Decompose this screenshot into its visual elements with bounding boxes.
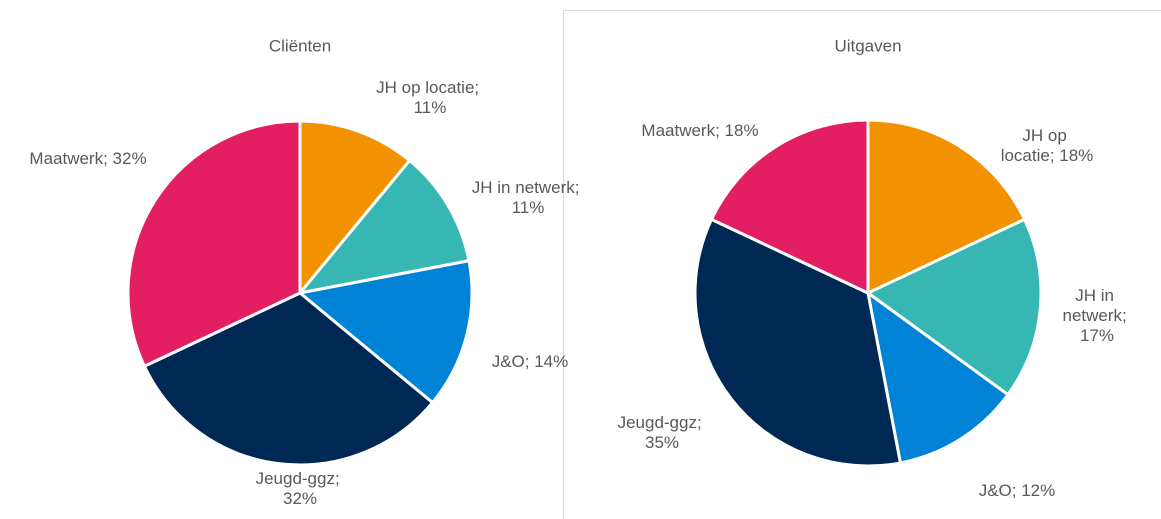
pie-slice	[126, 119, 302, 369]
pie-slice	[693, 217, 903, 468]
pie-slice	[865, 217, 1043, 397]
data-label: J&O; 12%	[979, 481, 1056, 500]
data-label: JH op locatie; 18%	[1001, 126, 1094, 165]
data-label: Maatwerk; 32%	[29, 149, 146, 168]
pie-slice	[298, 119, 412, 298]
pie-slice	[709, 118, 870, 296]
data-label: JH in netwerk; 17%	[1063, 286, 1132, 345]
chart-title: Cliënten	[269, 36, 331, 55]
pie-slice	[865, 289, 1011, 465]
panel-border	[563, 10, 1161, 519]
data-label: Jeugd-ggz; 35%	[618, 413, 707, 452]
data-label: Jeugd-ggz; 32%	[256, 469, 345, 508]
data-label: Maatwerk; 18%	[641, 121, 758, 140]
pie-slice	[142, 291, 435, 467]
pie-slice	[296, 259, 474, 405]
data-label: JH in netwerk; 11%	[472, 178, 584, 217]
chart-title: Uitgaven	[834, 36, 901, 55]
data-label: JH op locatie; 11%	[376, 78, 484, 117]
pie-slice	[866, 118, 1027, 296]
data-label: J&O; 14%	[492, 352, 569, 371]
pie-slice	[296, 158, 471, 296]
